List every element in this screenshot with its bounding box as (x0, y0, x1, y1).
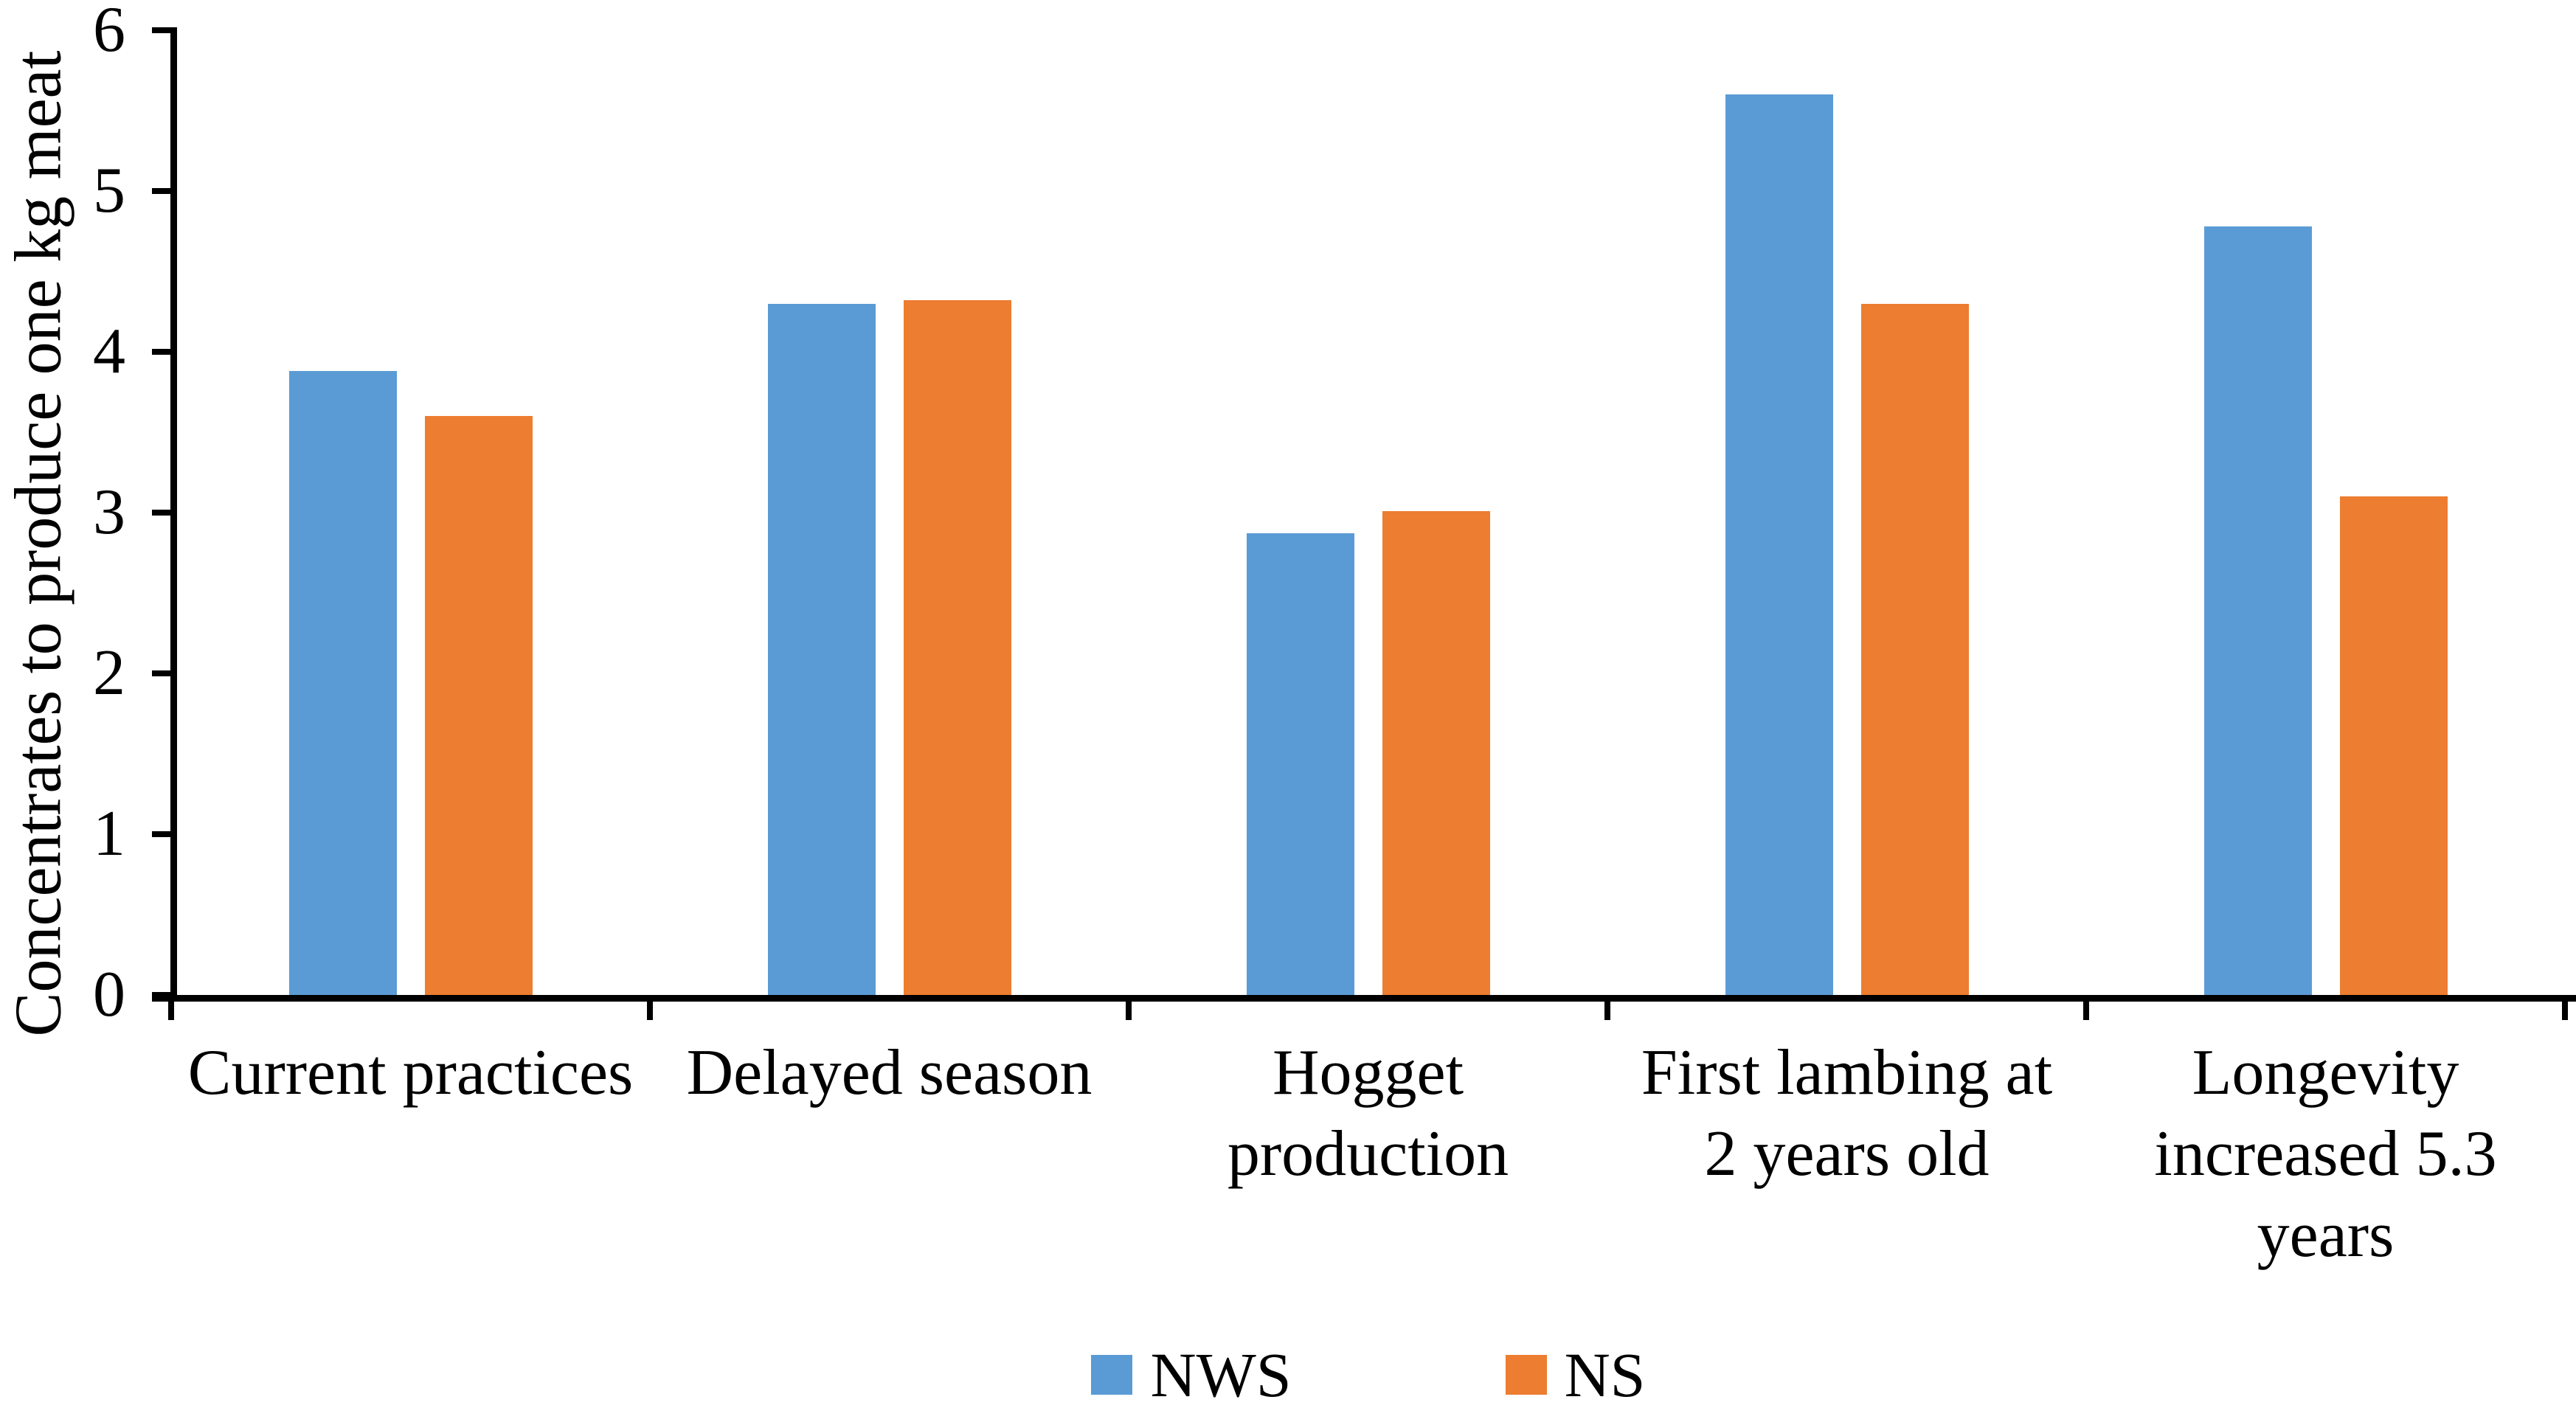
y-axis-tick (152, 670, 171, 676)
y-axis-tick (152, 831, 171, 837)
bar-nws-4 (1725, 94, 1833, 995)
category-label-1: Current practices (171, 1033, 650, 1114)
bar-ns-2 (904, 300, 1011, 995)
legend-item-ns: NS (1505, 1338, 1646, 1408)
category-label-5: Longevity increased 5.3 years (2086, 1033, 2565, 1276)
y-axis-tick (152, 27, 171, 33)
y-tick-label: 0 (93, 959, 125, 1030)
y-tick-label: 3 (93, 476, 125, 548)
y-axis-tick (152, 188, 171, 194)
category-label-2: Delayed season (650, 1033, 1129, 1114)
category-label-line: First lambing at (1641, 1037, 2053, 1109)
y-axis-tick (152, 992, 171, 998)
y-axis-tick (152, 510, 171, 516)
y-tick-label: 6 (93, 0, 125, 66)
legend: NWS NS (171, 1336, 2566, 1408)
bar-ns-4 (1861, 304, 1969, 995)
y-axis-line (170, 27, 177, 1002)
x-axis-tick (2083, 1001, 2089, 1020)
category-label-3: Hogget production (1129, 1033, 1607, 1195)
y-tick-label: 4 (93, 316, 125, 387)
bar-nws-3 (1247, 533, 1354, 995)
category-label-4: First lambing at 2 years old (1607, 1033, 2086, 1195)
bar-nws-5 (2204, 226, 2312, 995)
legend-label-nws: NWS (1150, 1339, 1292, 1408)
y-tick-label: 1 (93, 798, 125, 870)
category-label-line: 2 years old (1704, 1118, 1990, 1190)
x-axis-line (152, 995, 2576, 1002)
bar-ns-3 (1382, 511, 1490, 995)
x-axis-tick (647, 1001, 653, 1020)
category-label-line: Current practices (187, 1037, 634, 1109)
category-label-line: Hogget (1272, 1037, 1464, 1109)
bar-nws-2 (768, 304, 876, 995)
legend-label-ns: NS (1564, 1339, 1646, 1408)
bar-ns-5 (2340, 496, 2448, 995)
category-label-line: Longevity (2192, 1037, 2459, 1109)
x-axis-tick (1126, 1001, 1132, 1020)
bar-ns-1 (425, 416, 533, 995)
category-label-line: Delayed season (686, 1037, 1093, 1109)
category-label-line: increased 5.3 (2154, 1118, 2497, 1190)
category-label-line: years (2257, 1199, 2395, 1271)
y-tick-label: 2 (93, 637, 125, 709)
legend-item-nws: NWS (1091, 1338, 1292, 1408)
x-axis-tick (2562, 1001, 2568, 1020)
legend-swatch-nws-icon (1091, 1355, 1133, 1395)
legend-swatch-ns-icon (1505, 1355, 1547, 1395)
x-axis-tick (1604, 1001, 1610, 1020)
category-label-line: production (1227, 1118, 1509, 1190)
y-axis-tick (152, 349, 171, 355)
y-tick-label: 5 (93, 155, 125, 226)
bar-nws-1 (289, 371, 397, 995)
x-axis-tick (168, 1001, 174, 1020)
